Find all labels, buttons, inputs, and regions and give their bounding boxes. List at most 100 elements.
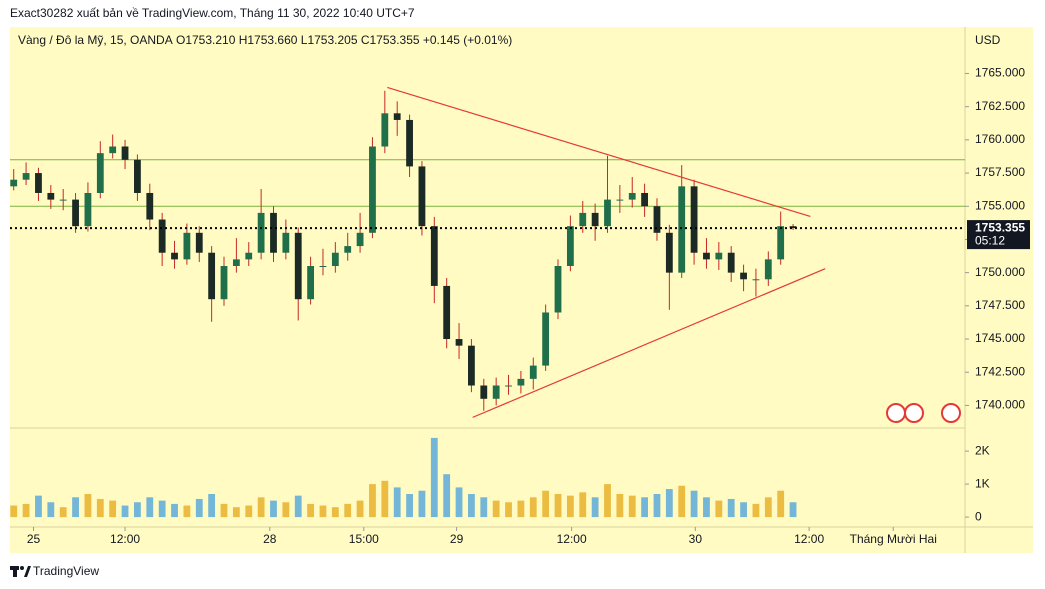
candle-body [282, 232, 290, 253]
candle-body [764, 259, 772, 280]
candle-body [591, 212, 599, 227]
candle-body [331, 252, 339, 267]
candle-body [430, 226, 438, 286]
volume-bar [72, 497, 79, 518]
y-tick-label: 1765.000 [975, 66, 1025, 80]
y-tick-label: 1755.000 [975, 198, 1025, 212]
volume-bar [146, 497, 154, 518]
candle-body [492, 385, 500, 399]
volume-bar [307, 503, 315, 518]
y-tick-label: 1740.000 [975, 398, 1025, 412]
candle-body [715, 252, 723, 260]
candle-body [121, 146, 129, 160]
logo [10, 566, 31, 577]
volume-bar [183, 505, 191, 518]
candle-body [665, 232, 673, 273]
price-tag [967, 220, 1030, 250]
volume-bar [604, 484, 611, 518]
volume-bar [331, 507, 339, 518]
candle-body [480, 385, 488, 399]
y-tick-label: 1757.500 [975, 165, 1025, 179]
y-tick-label: 0 [975, 509, 982, 523]
candle-body [628, 192, 636, 200]
volume-bar [134, 502, 141, 518]
volume-bar [294, 495, 302, 518]
volume-bar [480, 497, 488, 518]
candle-body [270, 212, 277, 253]
candle-body [307, 266, 315, 300]
last-price-label: 1753.355 [975, 220, 1025, 234]
y-tick-label: 1747.500 [975, 298, 1025, 312]
volume-bar [752, 503, 760, 518]
candle-body [319, 266, 327, 268]
volume-bar [47, 502, 55, 518]
candle-body [703, 252, 710, 260]
volume-bar [715, 500, 723, 518]
volume-bar [740, 502, 747, 518]
candle-body [245, 252, 253, 260]
x-tick-label: 12:00 [794, 532, 824, 546]
volume-bar [764, 497, 772, 518]
y-tick-label: 1762.500 [975, 99, 1025, 113]
candle-body [393, 113, 401, 120]
candle-body [418, 166, 426, 227]
candle-body [146, 192, 154, 220]
x-tick-label: Tháng Mười Hai [850, 532, 937, 546]
candle-body [529, 365, 537, 379]
candle-body [455, 339, 463, 346]
volume-bar [220, 503, 228, 518]
volume-bar [96, 498, 104, 518]
y-tick-label: 1750.000 [975, 265, 1025, 279]
volume-bar [690, 490, 698, 518]
candle-body [183, 232, 191, 260]
candle-body [59, 199, 67, 201]
candle-body [208, 252, 216, 300]
volume-bar [579, 492, 587, 518]
volume-bar [455, 487, 463, 518]
publisher: Exact30282 xuất bản về TradingView.com, … [10, 6, 415, 20]
volume-bar [703, 497, 710, 518]
candle-body [468, 345, 475, 386]
candle-body [777, 226, 785, 260]
candle-body [616, 199, 624, 201]
volume-bar [282, 502, 290, 518]
ohlc-legend: O1753.210 H1753.660 L1753.205 C1753.355 … [176, 33, 512, 47]
candle-body [542, 312, 550, 366]
volume-bar [789, 502, 797, 518]
volume-bar [418, 490, 426, 518]
volume-bar [22, 503, 30, 518]
volume-bar [195, 498, 203, 518]
candle-body [72, 199, 79, 227]
trendline [387, 86, 811, 218]
volume-bar [529, 497, 537, 518]
candle-body [158, 219, 166, 253]
volume-bar [777, 490, 785, 518]
currency: USD [975, 33, 1001, 47]
candle-body [47, 192, 55, 200]
candle-body [10, 179, 18, 187]
volume-bar [84, 494, 92, 518]
volume-bar [171, 503, 178, 518]
candle-body [789, 226, 797, 229]
y-tick-label: 1745.000 [975, 331, 1025, 345]
volume-bar [59, 507, 67, 518]
volume-bar [616, 494, 624, 518]
y-tick-label: 2K [975, 443, 990, 457]
volume-bar [653, 494, 661, 518]
volume-bar [257, 497, 265, 518]
candle-body [653, 206, 661, 233]
x-tick-label: 12:00 [557, 532, 587, 546]
symbol: Vàng / Đô la Mỹ, 15, OANDA [18, 33, 173, 47]
volume-bar [35, 495, 42, 518]
candle-body [517, 378, 525, 386]
volume-bar [381, 480, 389, 518]
volume-bar [517, 500, 525, 518]
volume-bar [505, 502, 512, 518]
volume-bar [356, 500, 364, 518]
volume-bar [554, 494, 562, 518]
candle-body [505, 385, 512, 387]
volume-bar [232, 507, 240, 518]
volume-bar [10, 505, 18, 518]
x-tick-label: 29 [450, 532, 464, 546]
candle-body [22, 173, 30, 180]
